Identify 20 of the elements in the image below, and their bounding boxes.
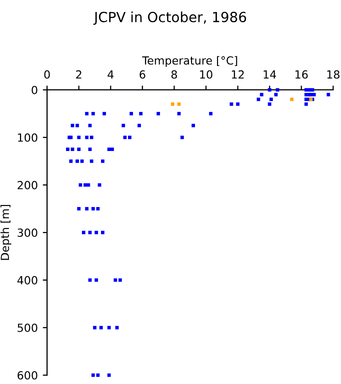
chart-title: JCPV in October, 1986 — [93, 12, 246, 25]
x-tick-label: 12 — [232, 70, 244, 79]
x-tick-label: 6 — [140, 70, 146, 79]
y-tick-label: 0 — [32, 86, 38, 94]
y-tick-label: 500 — [18, 324, 38, 332]
y-axis-title: Depth [m] — [0, 205, 12, 260]
x-axis-title: Temperature [°C] — [142, 56, 238, 67]
x-tick-label: 0 — [44, 70, 50, 79]
x-tick-label: 2 — [76, 70, 82, 79]
x-tick-label: 14 — [264, 70, 276, 79]
y-tick-label: 200 — [18, 180, 38, 190]
y-tick-label: 400 — [17, 276, 38, 284]
x-tick-label: 10 — [200, 70, 212, 79]
y-tick-label: 100 — [18, 133, 38, 142]
y-tick-label: 300 — [18, 228, 38, 237]
y-tick-label: 600 — [18, 371, 38, 380]
x-tick-label: 4 — [108, 70, 114, 79]
x-tick-label: 16 — [296, 70, 308, 79]
x-tick-label: 8 — [171, 70, 177, 79]
x-tick-label: 18 — [327, 70, 340, 79]
